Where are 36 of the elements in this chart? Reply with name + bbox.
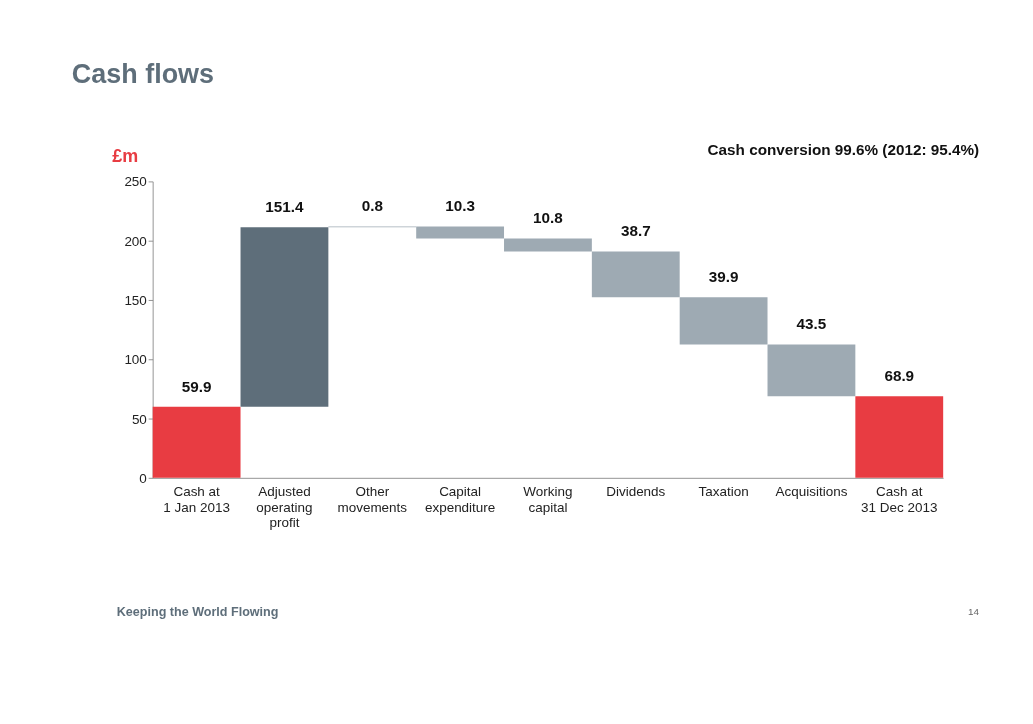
data-label: 10.8 — [533, 209, 564, 227]
x-tick-label: Dividends — [606, 484, 666, 500]
bar — [767, 344, 856, 397]
y-axis-title: £m — [112, 145, 139, 166]
data-label: 39.9 — [708, 268, 739, 286]
data-label: 43.5 — [796, 315, 827, 333]
bar — [855, 396, 944, 478]
y-tick-label: 200 — [124, 233, 147, 249]
x-tick-label: Taxation — [698, 484, 749, 500]
bar — [591, 251, 680, 298]
y-tick-label: 250 — [124, 174, 147, 190]
data-label: 0.8 — [361, 197, 384, 215]
x-tick-label: Other movements — [337, 484, 408, 515]
x-tick-label: Cash at 1 Jan 2013 — [163, 484, 230, 515]
x-tick-label: Acquisitions — [775, 484, 848, 500]
bar — [152, 406, 241, 478]
x-tick-label: Cash at 31 Dec 2013 — [861, 484, 938, 515]
data-label: 68.9 — [884, 366, 915, 384]
y-tick-label: 50 — [131, 411, 147, 427]
x-tick-label: Adjusted operating profit — [256, 484, 313, 530]
x-tick-label: Capital expenditure — [424, 484, 496, 515]
y-tick-label: 150 — [124, 292, 147, 308]
data-label: 38.7 — [620, 222, 651, 240]
data-label: 151.4 — [265, 198, 305, 216]
y-tick-label: 100 — [124, 352, 147, 368]
bar — [679, 297, 768, 345]
text: 14 — [968, 606, 980, 618]
chart-title: Cash flows — [71, 58, 215, 89]
bar — [504, 238, 592, 252]
text: Keeping the World Flowing — [116, 605, 279, 620]
data-label: 10.3 — [445, 197, 475, 215]
x-tick-label: Working capital — [523, 484, 573, 515]
data-label: 59.9 — [181, 377, 212, 395]
text: Cash conversion 99.6% (2012: 95.4%) — [707, 140, 980, 158]
bar — [240, 227, 329, 407]
y-tick-label: 0 — [139, 470, 147, 486]
